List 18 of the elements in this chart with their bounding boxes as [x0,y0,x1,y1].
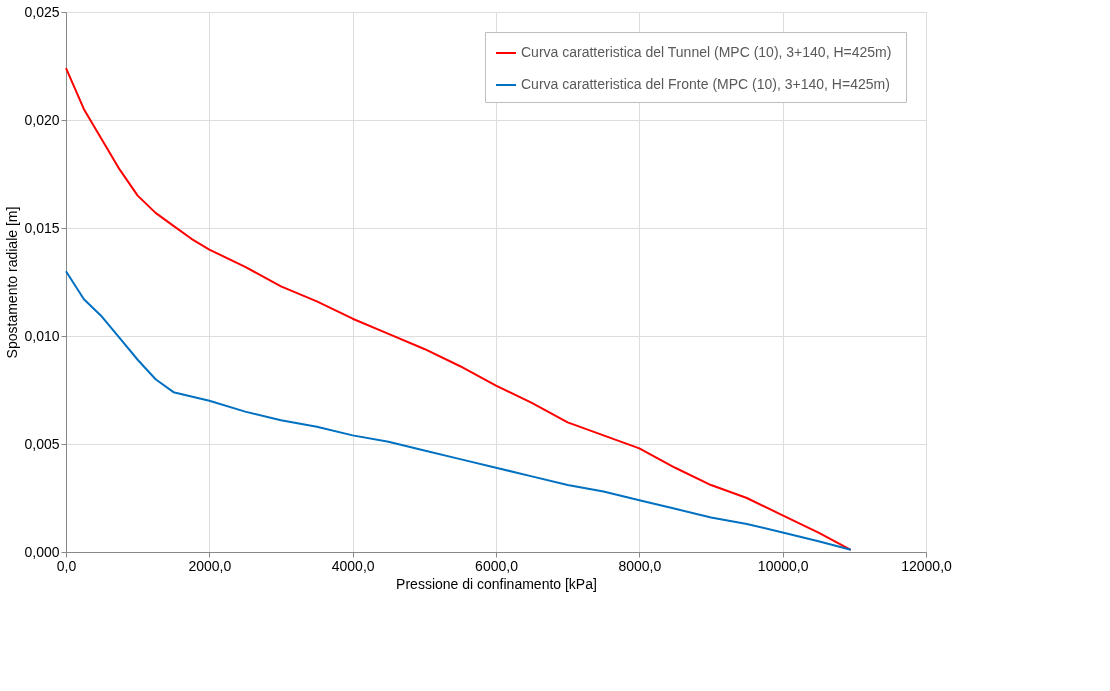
x-tick-label: 4000,0 [331,557,375,574]
legend-label: Curva caratteristica del Fronte (MPC (10), 3+140, H=425m) [521,76,890,92]
x-axis-title: Pressione di confinamento [kPa] [396,575,597,592]
x-tick-label: 10000,0 [757,557,809,574]
x-tick-label: 6000,0 [475,557,519,574]
y-tick-label: 0,005 [24,435,60,452]
y-tick-label: 0,000 [24,543,60,560]
line-series [65,270,852,551]
x-tick-label: 8000,0 [618,557,662,574]
y-tick-label: 0,015 [24,219,60,236]
legend-label: Curva caratteristica del Tunnel (MPC (10), 3+140, H=425m) [521,44,892,60]
y-axis-title: Spostamento radiale [m] [4,206,21,359]
y-tick-label: 0,010 [24,327,60,344]
x-tick-label: 12000,0 [901,557,953,574]
x-tick-label: 0,0 [56,557,77,574]
y-tick-label: 0,020 [24,111,60,128]
x-tick-label: 2000,0 [188,557,232,574]
y-tick-label: 0,025 [24,3,60,20]
